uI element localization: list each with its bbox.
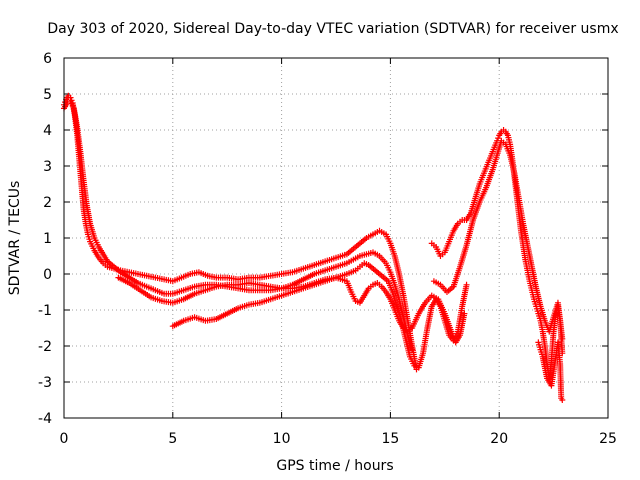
x-tick-label: 0: [60, 431, 69, 447]
x-tick-label: 25: [599, 431, 617, 447]
data-point: [559, 335, 566, 342]
data-point: [409, 346, 416, 353]
y-tick-label: 1: [43, 231, 52, 247]
y-tick-label: 5: [43, 87, 52, 103]
y-tick-label: -2: [38, 339, 52, 355]
y-tick-label: 3: [43, 159, 52, 175]
x-axis-label: GPS time / hours: [276, 458, 393, 474]
y-axis-label: SDTVAR / TECUs: [7, 181, 23, 296]
data-point: [463, 281, 470, 288]
series-storm-rise-2: [430, 137, 566, 342]
x-tick-label: 10: [273, 431, 291, 447]
y-tick-label: -4: [38, 411, 52, 427]
y-tick-labels: -4 -3 -2 -1 0 1 2 3 4 5 6: [38, 51, 52, 427]
plot-frame: [63, 57, 609, 419]
series-storm-rise: [428, 127, 566, 382]
x-tick-label: 20: [490, 431, 508, 447]
chart-title: Day 303 of 2020, Sidereal Day-to-day VTE…: [47, 21, 618, 37]
grid-lines: [64, 58, 608, 418]
x-tick-label: 5: [168, 431, 177, 447]
y-tick-label: 0: [43, 267, 52, 283]
y-tick-label: 4: [43, 123, 52, 139]
data-point: [495, 135, 502, 142]
y-tick-label: 2: [43, 195, 52, 211]
data-point: [559, 397, 566, 403]
data-point: [461, 310, 468, 317]
series-track-a: [61, 92, 420, 373]
y-tick-label: -1: [38, 303, 52, 319]
series-track-d: [169, 260, 470, 371]
data-points: [61, 92, 566, 403]
y-tick-label: -3: [38, 375, 52, 391]
y-tick-label: 6: [43, 51, 52, 67]
series-track-b: [61, 98, 416, 353]
series-late-tail: [535, 339, 566, 403]
x-tick-label: 15: [381, 431, 399, 447]
x-tick-labels: 0 5 10 15 20 25: [60, 431, 617, 447]
